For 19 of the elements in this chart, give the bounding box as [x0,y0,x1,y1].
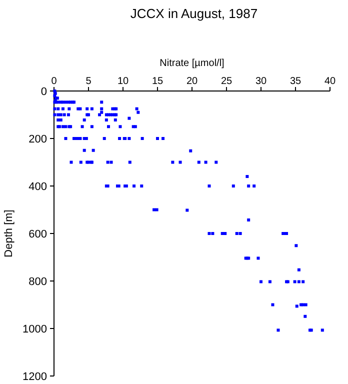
y-tick-label: 200 [28,133,47,146]
x-tick-label: 30 [255,76,267,87]
x-tick-label: 40 [324,76,336,87]
chart-title: JCCX in August, 1987 [130,6,258,21]
x-tick-label: 20 [186,76,198,87]
y-tick-label: 600 [28,228,47,240]
x-axis-title: Nitrate [µmol/l] [160,58,225,69]
y-tick-label: 1200 [22,370,47,383]
y-tick-label: 1000 [22,323,47,336]
x-tick-label: 0 [51,76,58,87]
x-tick-label: 10 [117,76,129,87]
x-tick-label: 35 [290,76,302,87]
y-tick-label: 800 [28,276,47,288]
y-tick-label: 0 [40,86,47,98]
y-axis-title: Depth [m] [3,210,15,258]
y-tick-label: 400 [28,180,47,193]
x-tick-label: 15 [152,76,164,87]
x-tick-label: 5 [86,76,92,87]
x-tick-label: 25 [220,76,232,87]
